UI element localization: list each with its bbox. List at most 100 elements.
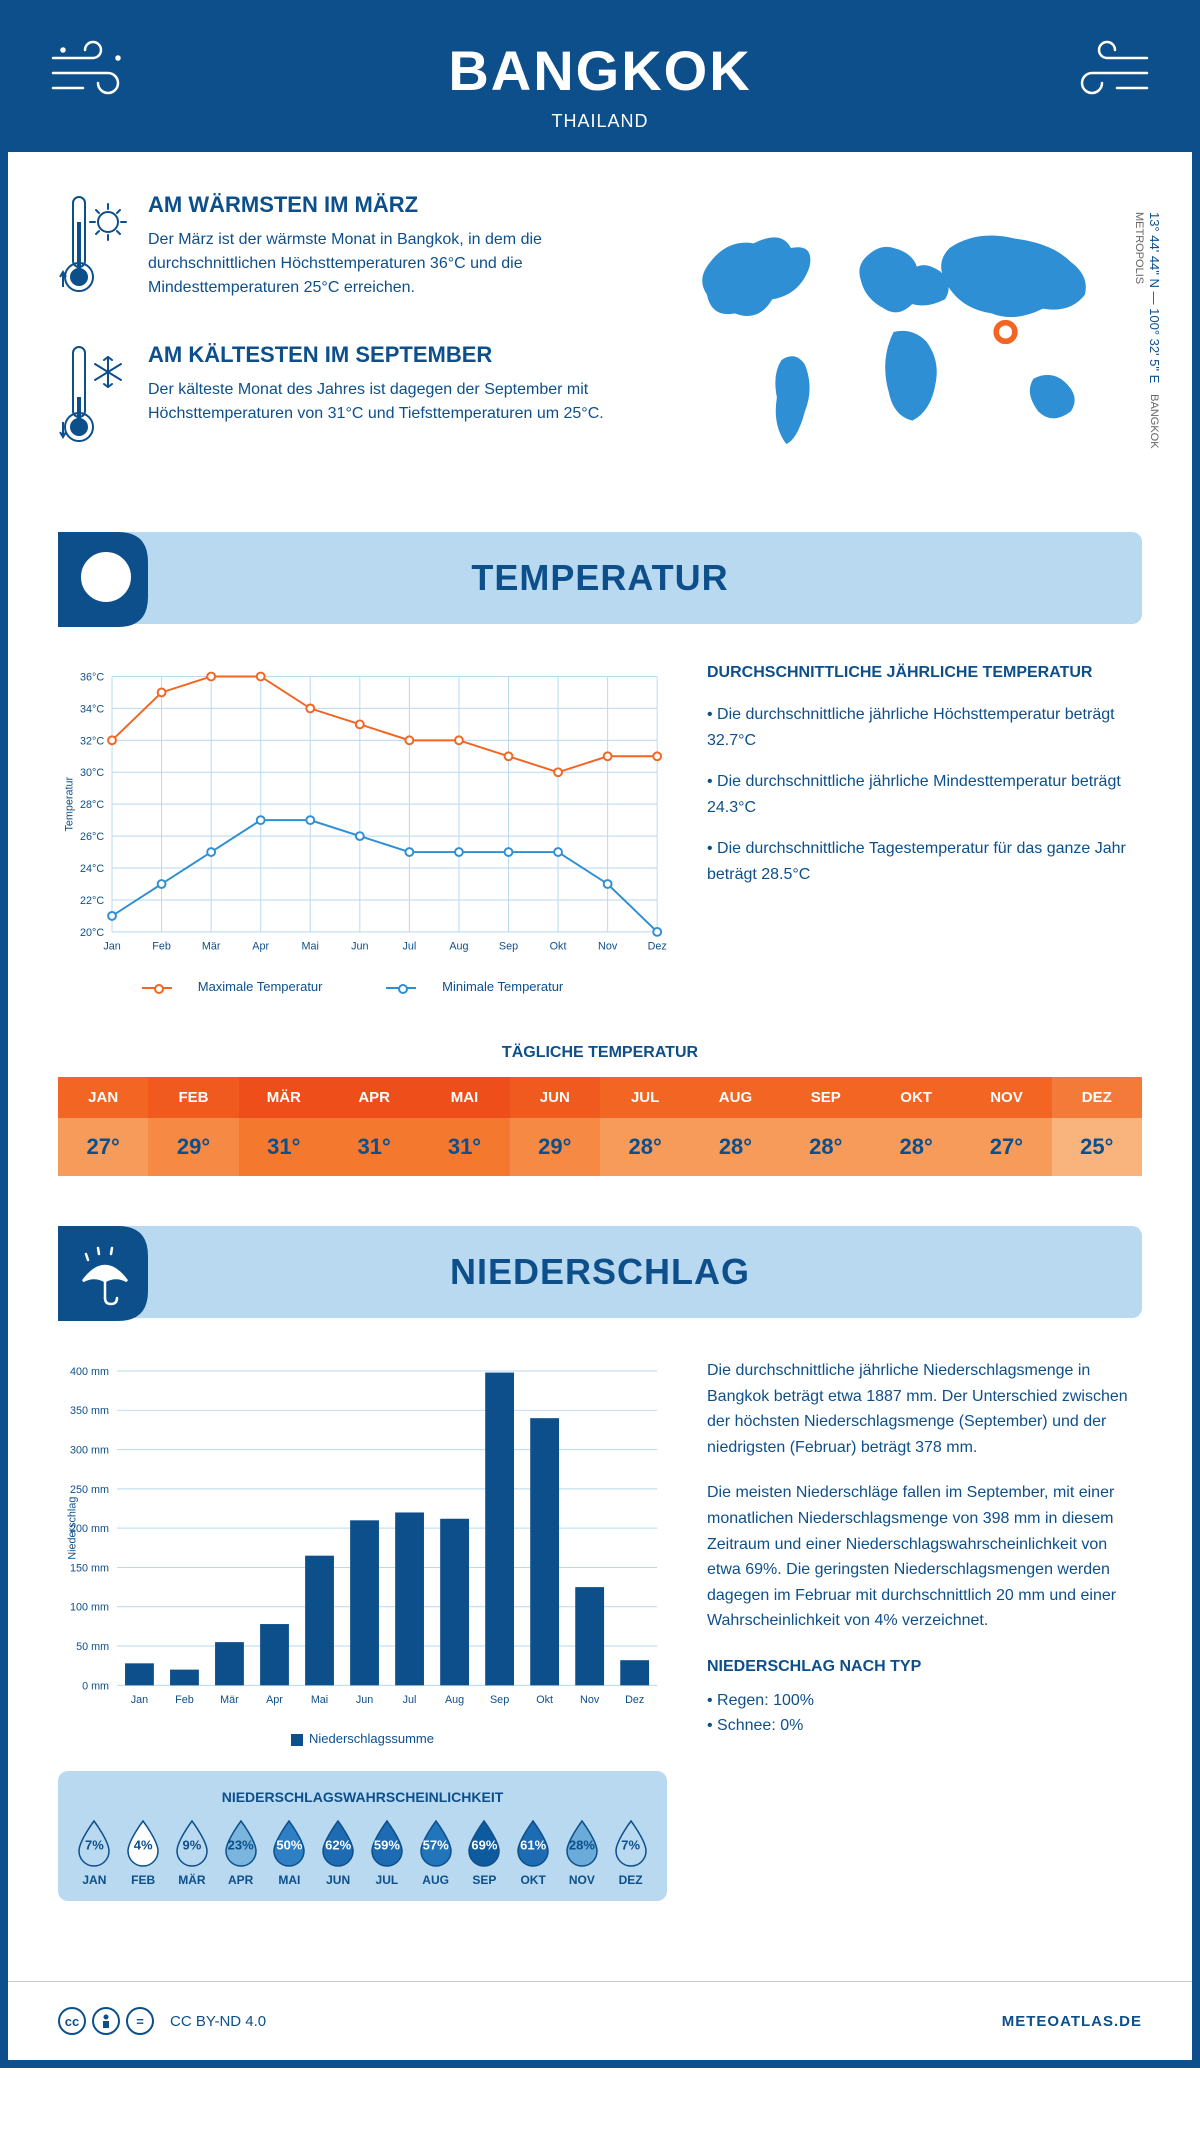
svg-text:Jan: Jan — [131, 1694, 148, 1706]
daily-temp-col: NOV 27° — [961, 1077, 1051, 1176]
probability-drop: 62% JUN — [314, 1819, 363, 1887]
precip-legend: Niederschlagssumme — [309, 1731, 434, 1746]
svg-text:0 mm: 0 mm — [82, 1680, 109, 1692]
temperature-title: TEMPERATUR — [58, 557, 1142, 599]
daily-temp-col: JUL 28° — [600, 1077, 690, 1176]
legend-min: Minimale Temperatur — [442, 979, 563, 994]
thermometer-hot-icon — [58, 192, 128, 307]
temp-info-b2: • Die durchschnittliche jährliche Mindes… — [707, 769, 1142, 820]
svg-text:26°C: 26°C — [80, 831, 104, 843]
wind-icon — [48, 38, 138, 113]
svg-text:Jul: Jul — [403, 1694, 417, 1706]
by-icon — [92, 2007, 120, 2035]
svg-text:Apr: Apr — [266, 1694, 283, 1706]
svg-text:Niederschlag: Niederschlag — [67, 1497, 79, 1560]
svg-text:Nov: Nov — [598, 941, 618, 953]
temperature-line-chart: 20°C 22°C 24°C 26°C 28°C 30°C 32°C 34°C 36°C Jan F… — [58, 664, 667, 1004]
precip-snow: • Schnee: 0% — [707, 1713, 1142, 1739]
daily-temp-col: DEZ 25° — [1052, 1077, 1142, 1176]
precip-rain: • Regen: 100% — [707, 1688, 1142, 1714]
svg-text:24°C: 24°C — [80, 863, 104, 875]
svg-text:300 mm: 300 mm — [70, 1445, 109, 1457]
location-marker — [996, 323, 1015, 342]
svg-text:Mai: Mai — [302, 941, 319, 953]
daily-temp-col: FEB 29° — [148, 1077, 238, 1176]
precip-p2: Die meisten Niederschläge fallen im Sept… — [707, 1480, 1142, 1634]
probability-title: NIEDERSCHLAGSWAHRSCHEINLICHKEIT — [70, 1789, 655, 1805]
probability-drop: 57% AUG — [411, 1819, 460, 1887]
daily-temp-col: JUN 29° — [510, 1077, 600, 1176]
temp-info-b3: • Die durchschnittliche Tagestemperatur … — [707, 836, 1142, 887]
coldest-text: Der kälteste Monat des Jahres ist dagege… — [148, 378, 605, 426]
svg-text:22°C: 22°C — [80, 895, 104, 907]
svg-text:36°C: 36°C — [80, 671, 104, 683]
cc-icon: cc — [58, 2007, 86, 2035]
svg-text:350 mm: 350 mm — [70, 1405, 109, 1417]
svg-text:Jul: Jul — [402, 941, 416, 953]
sun-icon — [58, 532, 178, 627]
probability-box: NIEDERSCHLAGSWAHRSCHEINLICHKEIT 7% JAN 4… — [58, 1771, 667, 1901]
probability-drop: 50% MAI — [265, 1819, 314, 1887]
svg-text:250 mm: 250 mm — [70, 1484, 109, 1496]
svg-text:Dez: Dez — [648, 941, 667, 953]
brand: METEOATLAS.DE — [1002, 2013, 1142, 2030]
daily-temp-col: APR 31° — [329, 1077, 419, 1176]
daily-temp-col: MÄR 31° — [239, 1077, 329, 1176]
nd-icon: = — [126, 2007, 154, 2035]
temp-info-title: DURCHSCHNITTLICHE JÄHRLICHE TEMPERATUR — [707, 664, 1142, 682]
probability-drop: 7% JAN — [70, 1819, 119, 1887]
svg-text:34°C: 34°C — [80, 703, 104, 715]
probability-drop: 59% JUL — [363, 1819, 412, 1887]
svg-text:Mai: Mai — [311, 1694, 328, 1706]
probability-drop: 4% FEB — [119, 1819, 168, 1887]
svg-text:100 mm: 100 mm — [70, 1602, 109, 1614]
thermometer-cold-icon — [58, 342, 128, 457]
probability-drop: 7% DEZ — [606, 1819, 655, 1887]
daily-temp-table: JAN 27° FEB 29° MÄR 31° APR 31° MAI 31° … — [58, 1077, 1142, 1176]
svg-text:Aug: Aug — [449, 941, 468, 953]
precipitation-section-header: NIEDERSCHLAG — [58, 1226, 1142, 1318]
svg-text:Feb: Feb — [175, 1694, 194, 1706]
legend-max: Maximale Temperatur — [198, 979, 323, 994]
precipitation-title: NIEDERSCHLAG — [58, 1251, 1142, 1293]
warmest-block: AM WÄRMSTEN IM MÄRZ Der März ist der wär… — [58, 192, 605, 307]
wind-icon — [1062, 38, 1152, 113]
umbrella-icon — [58, 1226, 178, 1321]
svg-text:Mär: Mär — [202, 941, 221, 953]
probability-drop: 23% APR — [216, 1819, 265, 1887]
svg-text:150 mm: 150 mm — [70, 1562, 109, 1574]
svg-text:32°C: 32°C — [80, 735, 104, 747]
svg-text:20°C: 20°C — [80, 927, 104, 939]
daily-temp-col: AUG 28° — [690, 1077, 780, 1176]
probability-drop: 61% OKT — [509, 1819, 558, 1887]
svg-text:50 mm: 50 mm — [76, 1641, 109, 1653]
svg-text:Sep: Sep — [499, 941, 518, 953]
city-title: BANGKOK — [8, 38, 1192, 103]
daily-temp-col: OKT 28° — [871, 1077, 961, 1176]
svg-text:Sep: Sep — [490, 1694, 509, 1706]
coordinates: 13° 44' 44" N — 100° 32' 5" E BANGKOK ME… — [1132, 212, 1162, 492]
daily-temp-col: JAN 27° — [58, 1077, 148, 1176]
coldest-block: AM KÄLTESTEN IM SEPTEMBER Der kälteste M… — [58, 342, 605, 457]
svg-text:Jun: Jun — [356, 1694, 373, 1706]
probability-drop: 69% SEP — [460, 1819, 509, 1887]
svg-text:Aug: Aug — [445, 1694, 464, 1706]
svg-text:Jan: Jan — [103, 941, 120, 953]
world-map — [645, 192, 1142, 472]
svg-text:30°C: 30°C — [80, 767, 104, 779]
svg-text:Dez: Dez — [625, 1694, 644, 1706]
temp-info-b1: • Die durchschnittliche jährliche Höchst… — [707, 702, 1142, 753]
warmest-text: Der März ist der wärmste Monat in Bangko… — [148, 228, 605, 300]
precip-p1: Die durchschnittliche jährliche Niedersc… — [707, 1358, 1142, 1460]
precipitation-bar-chart: 0 mm50 mm100 mm150 mm200 mm250 mm300 mm3… — [58, 1358, 667, 1746]
footer: cc = CC BY-ND 4.0 METEOATLAS.DE — [8, 1981, 1192, 2060]
precip-type-title: NIEDERSCHLAG NACH TYP — [707, 1654, 1142, 1680]
daily-temp-title: TÄGLICHE TEMPERATUR — [58, 1044, 1142, 1062]
svg-text:Feb: Feb — [152, 941, 171, 953]
svg-text:Apr: Apr — [252, 941, 269, 953]
svg-text:Okt: Okt — [550, 941, 567, 953]
svg-text:Mär: Mär — [220, 1694, 239, 1706]
header: BANGKOK THAILAND — [8, 8, 1192, 152]
svg-text:28°C: 28°C — [80, 799, 104, 811]
probability-drop: 9% MÄR — [168, 1819, 217, 1887]
